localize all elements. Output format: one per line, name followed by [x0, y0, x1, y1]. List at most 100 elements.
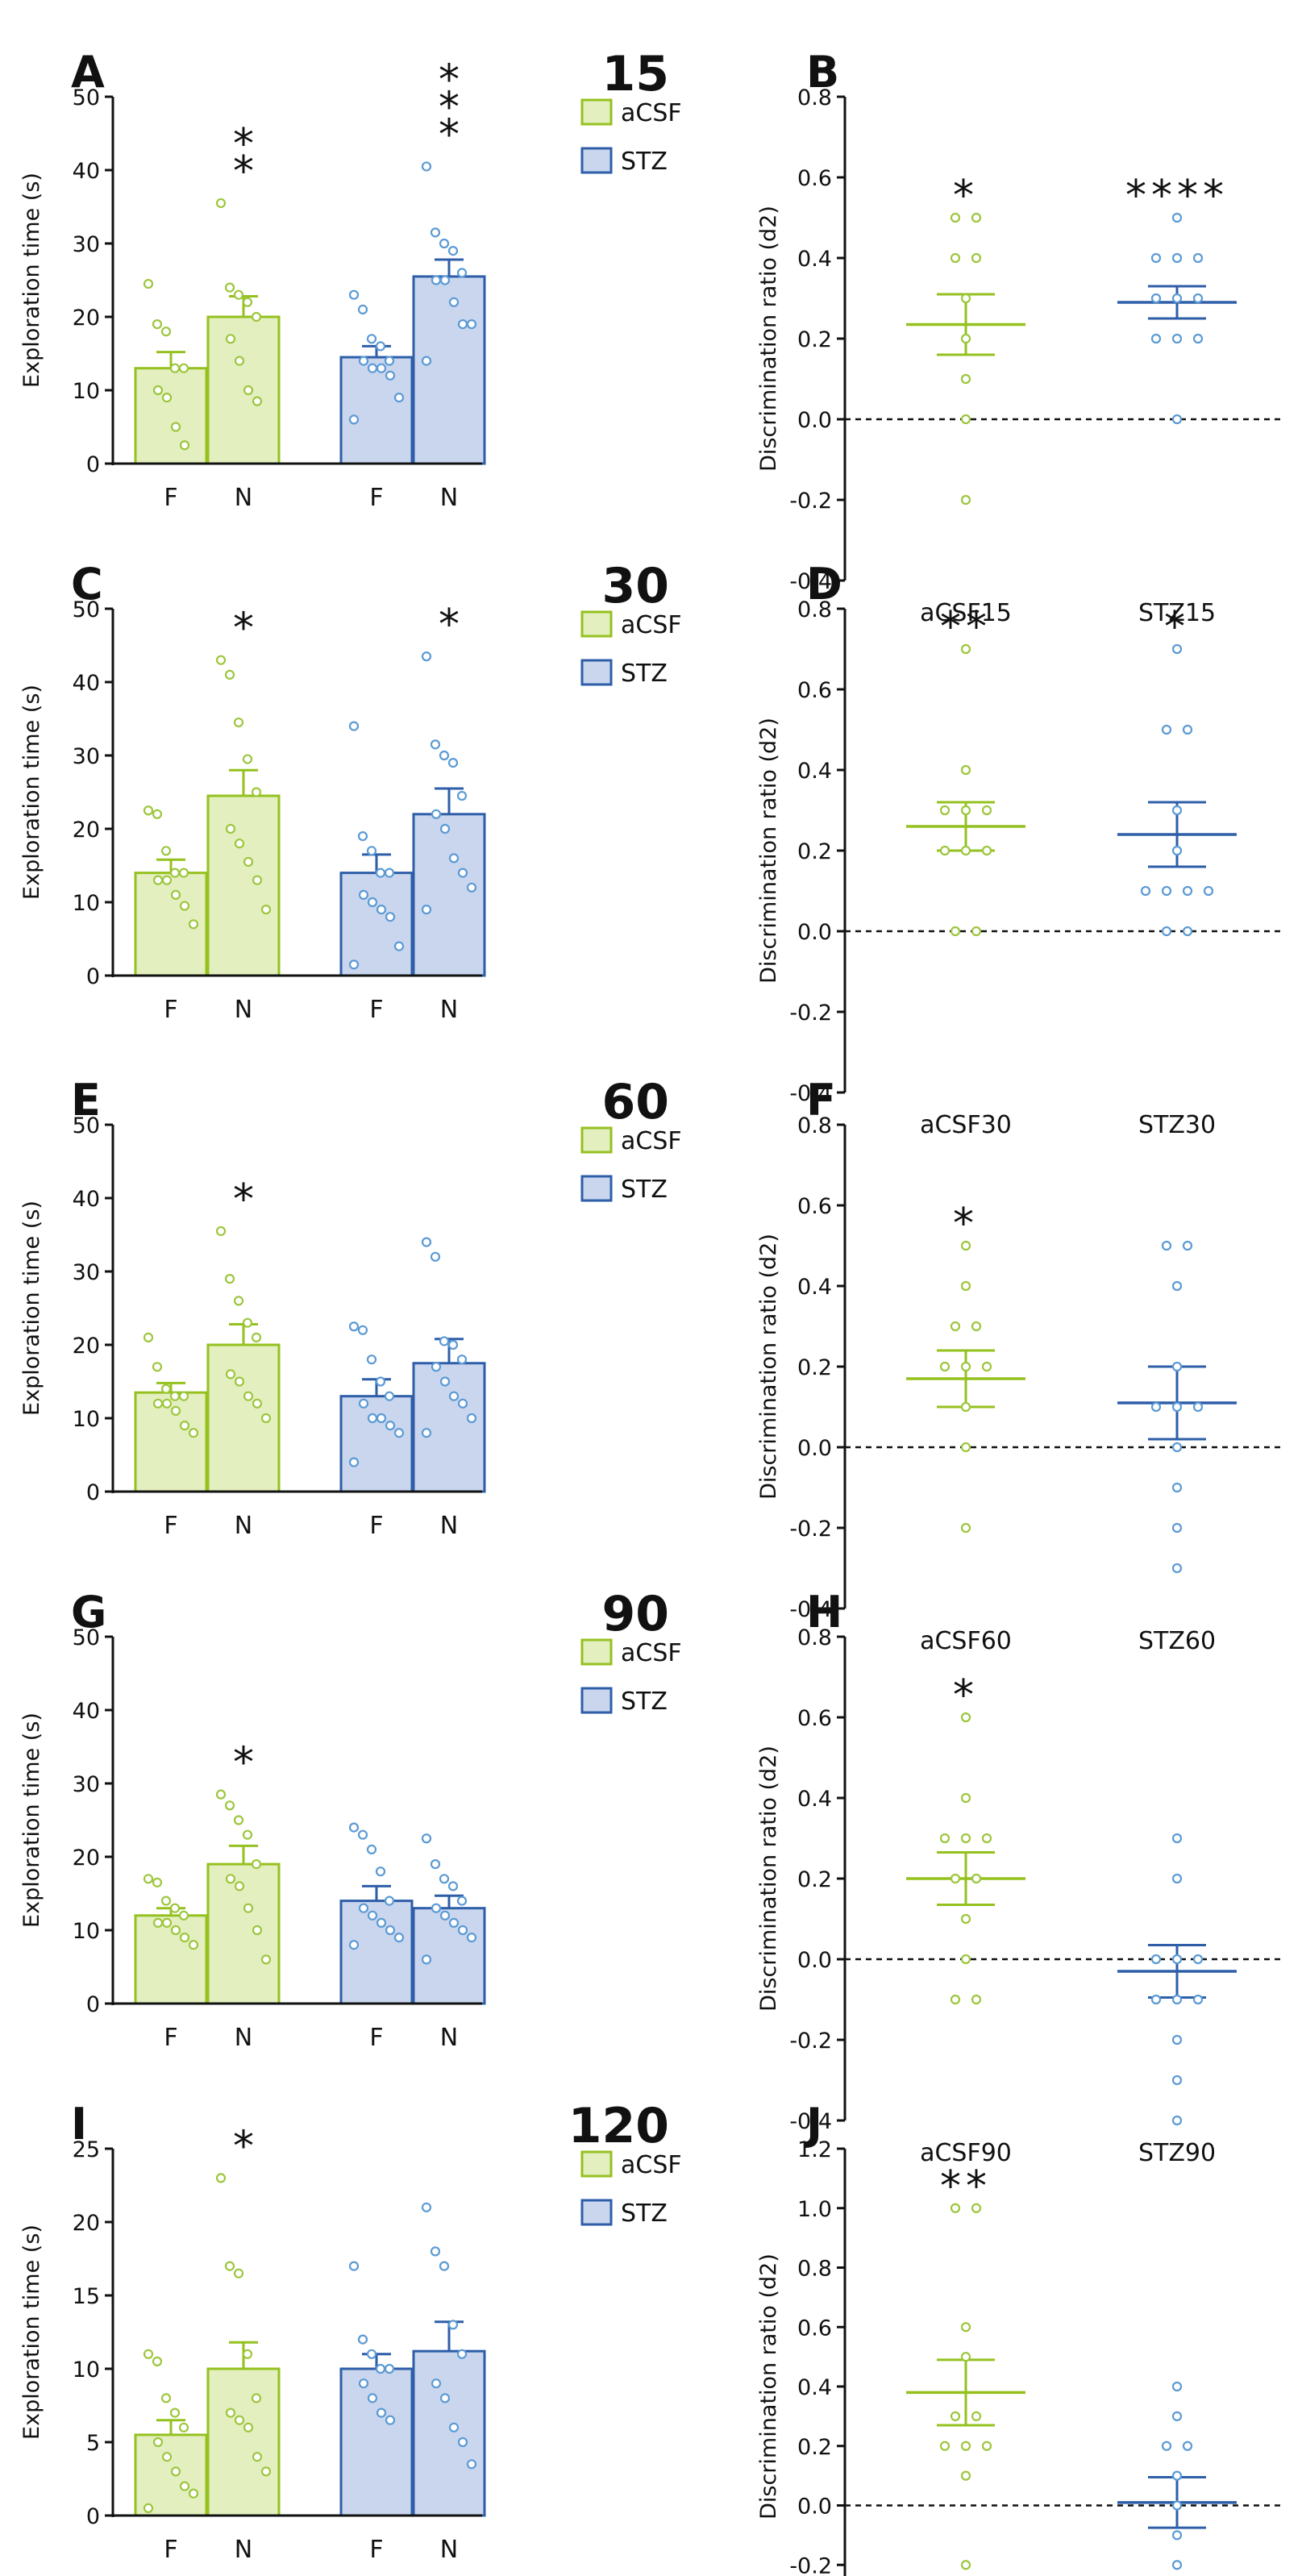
legend-swatch-acsf — [580, 610, 613, 638]
data-point — [348, 1940, 360, 1950]
data-point — [152, 2437, 164, 2448]
data-point — [457, 1398, 468, 1409]
legend-label-stz: STZ — [621, 148, 668, 176]
legend-swatch-stz — [580, 147, 613, 174]
bar-stz-f — [339, 2367, 414, 2517]
data-point — [384, 1896, 395, 1906]
data-point — [242, 2349, 253, 2359]
data-point — [430, 227, 441, 238]
data-point — [152, 809, 163, 819]
data-point — [939, 1361, 951, 1372]
y-tick-label: 1.0 — [797, 2197, 832, 2222]
y-axis-title: Discrimination ratio (d2) — [756, 1234, 781, 1500]
data-point — [960, 1712, 971, 1723]
data-point — [439, 1874, 450, 1884]
y-tick-label: 0.8 — [797, 85, 832, 110]
data-point — [215, 1789, 227, 1800]
data-point — [224, 1273, 235, 1284]
data-point — [358, 1903, 369, 1913]
y-tick-label: 0.2 — [797, 2435, 832, 2460]
data-point — [1171, 845, 1183, 856]
data-point — [358, 356, 369, 366]
data-point — [188, 2488, 199, 2499]
data-point — [960, 1913, 971, 1925]
data-point — [243, 2422, 254, 2432]
y-tick-label: 0.8 — [797, 597, 832, 622]
y-axis-title: Discrimination ratio (d2) — [756, 1746, 781, 2012]
y-tick-label: 0.8 — [797, 1625, 832, 1650]
x-category-label: aCSF30 — [920, 1111, 1012, 1139]
data-point — [393, 941, 405, 951]
y-tick-label: 20 — [73, 1846, 100, 1871]
legend-swatch-acsf — [580, 2150, 613, 2178]
y-tick-label: 10 — [73, 2358, 100, 2382]
data-point — [960, 1522, 971, 1534]
y-axis-title: Exploration time (s) — [19, 1712, 44, 1928]
data-point — [143, 2503, 154, 2513]
significance-star: * — [233, 148, 254, 196]
data-point — [367, 2393, 378, 2403]
y-tick-label: 20 — [73, 2211, 100, 2236]
bar-acsf-n — [206, 2367, 281, 2517]
data-point — [179, 901, 190, 911]
data-point — [143, 278, 154, 289]
data-point — [1171, 2381, 1183, 2392]
significance-stars: * — [953, 172, 979, 220]
data-point — [1171, 414, 1183, 425]
data-point — [1171, 1954, 1183, 1965]
y-tick-label: -0.2 — [789, 1001, 832, 1026]
data-point — [260, 2466, 272, 2477]
x-category-label: N — [440, 484, 458, 512]
data-point — [1192, 1994, 1204, 2005]
y-tick-label: 0.4 — [797, 1275, 832, 1300]
y-tick-label: 40 — [73, 671, 100, 696]
data-point — [376, 1917, 387, 1928]
data-point — [1171, 2075, 1183, 2086]
data-point — [1161, 1240, 1172, 1251]
data-point — [348, 721, 360, 731]
data-point — [421, 1428, 432, 1438]
legend-label-acsf: aCSF — [621, 611, 682, 639]
data-point — [1182, 885, 1193, 897]
data-point — [1150, 293, 1162, 304]
y-tick-label: 0.6 — [797, 2316, 832, 2341]
timepoint-label: 120 — [568, 2098, 669, 2154]
significance-star: * — [233, 1739, 254, 1787]
data-point — [950, 1994, 961, 2005]
data-point — [188, 919, 199, 930]
bar-stz-f — [339, 1395, 414, 1493]
data-point — [448, 2422, 460, 2432]
data-point — [152, 1877, 163, 1887]
data-point — [169, 1903, 181, 1913]
y-tick-label: -0.2 — [789, 489, 832, 514]
data-point — [366, 2349, 377, 2359]
data-point — [251, 2393, 262, 2403]
data-point — [169, 868, 181, 878]
x-category-label: N — [235, 2536, 252, 2564]
significance-stars: **** — [1125, 172, 1229, 220]
x-category-label: N — [440, 2536, 458, 2564]
data-point — [385, 912, 396, 922]
y-tick-label: 0.8 — [797, 2257, 832, 2282]
y-tick-label: 0.0 — [797, 408, 832, 433]
data-point — [375, 2363, 386, 2374]
data-point — [421, 356, 432, 366]
data-point — [1171, 2411, 1183, 2421]
y-tick-label: 40 — [73, 1187, 100, 1212]
data-point — [251, 1859, 262, 1870]
data-point — [1171, 1442, 1183, 1453]
data-point — [960, 333, 971, 344]
y-tick-label: -0.2 — [789, 2553, 832, 2576]
data-point — [448, 1917, 460, 1928]
data-point — [447, 246, 459, 256]
x-category-label: N — [235, 484, 252, 512]
bar-stz-n — [412, 2349, 486, 2517]
y-tick-label: 10 — [73, 1919, 100, 1944]
data-point — [376, 2407, 387, 2418]
y-tick-label: 0.2 — [797, 1355, 832, 1380]
y-tick-label: 0.2 — [797, 327, 832, 352]
data-point — [348, 1457, 360, 1467]
x-category-label: aCSF60 — [920, 1627, 1012, 1655]
